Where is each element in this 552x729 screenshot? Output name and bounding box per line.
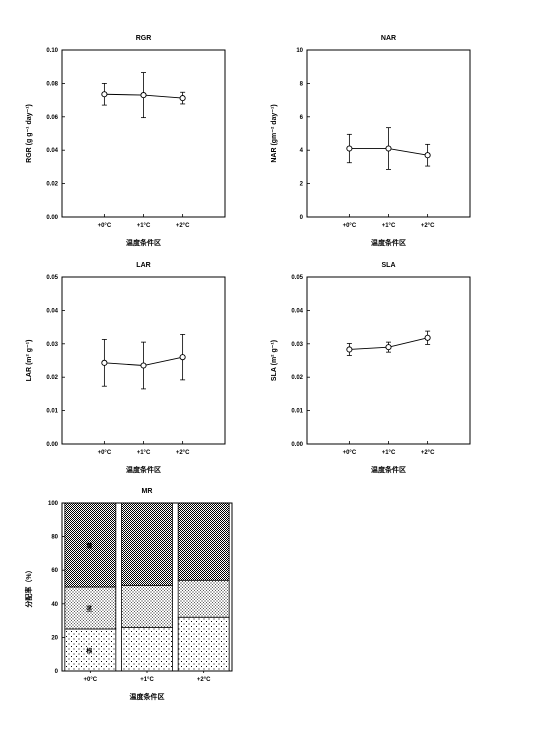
chart5-bar-segment-1: [121, 626, 173, 672]
chart5-x-axis-label: 温度条件区: [130, 692, 165, 701]
chart4-title: SLA: [382, 262, 396, 269]
chart1-x-tick-label: +1°C: [137, 223, 151, 229]
chart5-segment-label: 茎: [86, 605, 92, 613]
chart5-y-tick-label: 80: [51, 535, 58, 541]
chart1-y-tick-label: 0.04: [46, 148, 58, 154]
chart1-data-point: [179, 95, 186, 102]
chart5-x-tick-label: +2°C: [197, 677, 211, 683]
chart2-x-tick-label: +0°C: [343, 223, 357, 229]
chart2-data-point: [385, 145, 392, 152]
chart3-x-tick-label: +0°C: [98, 450, 112, 456]
chart5-bar-segment-1: [177, 616, 230, 672]
chart5-bar-segment-2: [121, 584, 173, 628]
chart5-y-tick-label: 0: [55, 669, 59, 675]
chart1-x-tick-label: +0°C: [98, 223, 112, 229]
chart4-x-tick-label: +1°C: [382, 450, 396, 456]
chart2-y-tick-label: 6: [300, 115, 304, 121]
chart4-data-point: [346, 346, 353, 353]
chart1-y-tick-label: 0.06: [46, 115, 58, 121]
chart4-y-tick-label: 0.03: [291, 342, 303, 348]
chart5-bar-segment-2: [64, 586, 117, 630]
chart3-y-tick-label: 0.00: [46, 442, 58, 448]
chart1-y-tick-label: 0.00: [46, 215, 58, 221]
chart2-data-point: [346, 145, 353, 152]
chart4-x-tick-label: +0°C: [343, 450, 357, 456]
chart2-y-tick-label: 2: [300, 182, 304, 188]
chart1-x-axis-label: 温度条件区: [126, 238, 161, 247]
chart4-plot-frame: [306, 276, 471, 445]
chart2-plot-frame: [306, 49, 471, 218]
chart4-y-tick-label: 0.02: [291, 375, 303, 381]
chart2-title: NAR: [381, 35, 396, 42]
chart3-y-tick-label: 0.01: [46, 409, 58, 415]
chart4-y-tick-label: 0.04: [291, 308, 303, 314]
chart2-y-tick-label: 8: [300, 81, 304, 87]
chart1-x-tick-label: +2°C: [176, 223, 190, 229]
chart3-x-tick-label: +2°C: [176, 450, 190, 456]
chart5-segment-label: 葉: [85, 542, 93, 550]
chart1-title: RGR: [136, 35, 152, 42]
chart5-y-tick-label: 60: [51, 568, 58, 574]
chart1-y-tick-label: 0.10: [46, 48, 58, 54]
chart3-data-point: [140, 362, 147, 369]
chart1-data-point: [101, 91, 108, 98]
chart4-x-tick-label: +2°C: [421, 450, 435, 456]
chart1-y-tick-label: 0.08: [46, 81, 58, 87]
chart4-y-axis-label: SLA (m² g⁻¹): [271, 340, 278, 381]
chart5-bar-segment-3: [121, 502, 173, 586]
chart4-y-tick-label: 0.00: [291, 442, 303, 448]
chart3-data-point: [179, 354, 186, 361]
chart5-title: MR: [142, 488, 153, 495]
chart3-data-point: [101, 359, 108, 366]
chart4-y-tick-label: 0.01: [291, 409, 303, 415]
chart2-y-tick-label: 0: [300, 215, 304, 221]
chart1-data-point: [140, 92, 147, 99]
chart3-plot-frame: [61, 276, 226, 445]
chart3-y-tick-label: 0.04: [46, 308, 58, 314]
chart5-bar-segment-2: [177, 579, 230, 618]
chart5-bar-segment-1: [64, 628, 117, 672]
chart4-y-tick-label: 0.05: [291, 275, 303, 281]
chart5-x-tick-label: +1°C: [140, 677, 154, 683]
chart1-plot-frame: [61, 49, 226, 218]
chart2-x-tick-label: +2°C: [421, 223, 435, 229]
chart2-data-point: [424, 152, 431, 159]
chart5-y-axis-label: 分配率（%）: [24, 566, 33, 607]
chart5-segment-label: 根: [86, 647, 92, 655]
chart5-y-tick-label: 20: [51, 635, 58, 641]
chart2-x-axis-label: 温度条件区: [371, 238, 406, 247]
chart3-y-tick-label: 0.02: [46, 375, 58, 381]
chart2-y-tick-label: 4: [300, 148, 304, 154]
chart4-x-axis-label: 温度条件区: [371, 465, 406, 474]
chart5-x-tick-label: +0°C: [84, 677, 98, 683]
chart4-data-point: [385, 344, 392, 351]
chart5-bar-segment-3: [177, 502, 230, 581]
chart2-y-axis-label: NAR (gm⁻² day⁻¹): [271, 104, 278, 162]
chart1-y-axis-label: RGR (g g⁻¹ day⁻¹): [26, 104, 33, 163]
chart5-plot-frame: [61, 502, 233, 672]
chart4-data-point: [424, 334, 431, 341]
chart3-title: LAR: [136, 262, 150, 269]
chart2-x-tick-label: +1°C: [382, 223, 396, 229]
chart3-y-tick-label: 0.05: [46, 275, 58, 281]
chart5-y-tick-label: 40: [51, 602, 58, 608]
chart3-x-axis-label: 温度条件区: [126, 465, 161, 474]
chart3-y-axis-label: LAR (m² g⁻¹): [26, 340, 33, 382]
chart2-y-tick-label: 10: [296, 48, 303, 54]
chart5-y-tick-label: 100: [48, 501, 59, 507]
chart3-y-tick-label: 0.03: [46, 342, 58, 348]
chart3-x-tick-label: +1°C: [137, 450, 151, 456]
chart5-bar-segment-3: [64, 502, 117, 588]
chart1-y-tick-label: 0.02: [46, 182, 58, 188]
